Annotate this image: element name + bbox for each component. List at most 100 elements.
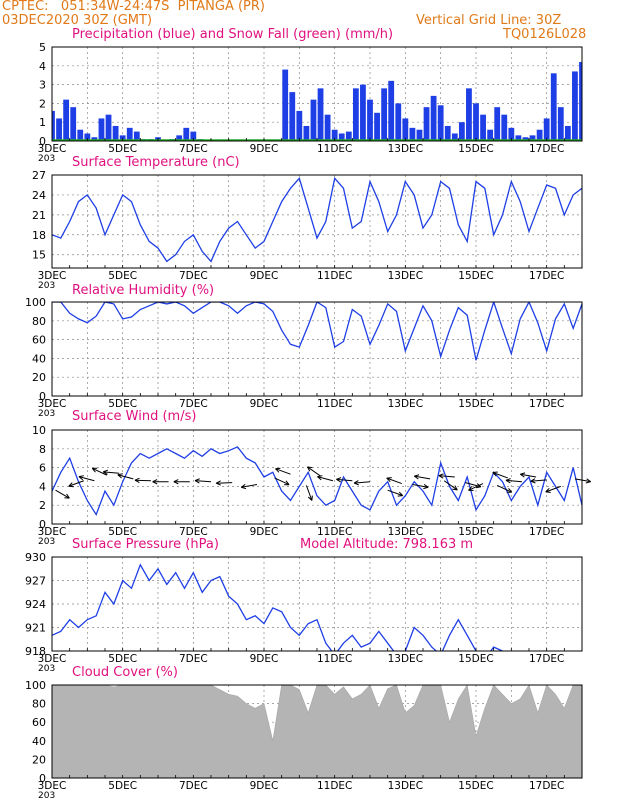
temperature-xtick-label: 11DEC <box>317 270 352 282</box>
wind-xtick-label: 5DEC <box>108 526 137 538</box>
precip-bar <box>310 99 317 141</box>
humidity-ytick-label: 100 <box>25 296 46 309</box>
wind-xtick-label: 13DEC <box>388 526 423 538</box>
precip-bar <box>345 131 352 141</box>
pressure-xtick-label: 5DEC <box>108 653 137 665</box>
wind-vector-shaft <box>305 485 313 501</box>
wind-vector-shaft <box>274 477 290 486</box>
wind-vector-shaft <box>195 480 212 483</box>
wind-vector-arrowhead <box>152 479 158 485</box>
model-altitude: Model Altitude: 798.163 m <box>300 537 474 552</box>
precip-panel: 0 1 2 3 4 5 3DEC 5DEC 7DEC 9DEC 11DEC 13DEC 15DEC 17D… <box>38 41 583 164</box>
wind-vector-shaft <box>134 479 151 482</box>
wind-vector-shaft <box>468 483 484 491</box>
wind-vector-shaft <box>496 485 512 493</box>
temperature-ytick-label: 18 <box>32 229 46 242</box>
pressure-year-fragment: 203 <box>38 664 55 674</box>
temperature-year-fragment: 203 <box>38 281 55 291</box>
temperature-xtick-label: 17DEC <box>529 270 564 282</box>
precip-bar <box>416 129 423 141</box>
precip-bar <box>289 92 296 141</box>
temperature-ytick-label: 21 <box>32 209 46 222</box>
humidity-ytick-label: 0 <box>39 390 46 403</box>
wind-vector-arrowhead <box>78 475 84 481</box>
precip-bar <box>579 62 582 141</box>
wind-vector-shaft <box>354 481 371 484</box>
precip-ytick-label: 5 <box>39 41 46 54</box>
wind-frame <box>51 429 583 525</box>
precip-bar <box>331 129 338 141</box>
wind-vector-shaft <box>275 468 291 475</box>
wind-vector-arrowhead <box>414 474 420 480</box>
precip-bar <box>572 71 578 141</box>
wind-panel: 0 2 4 6 8 10 3DEC 5DEC 7DEC 9DEC 11DEC 13DEC 15DEC 17… <box>32 424 591 547</box>
cloud-xtick-label: 5DEC <box>108 780 137 792</box>
humidity-title: Relative Humidity (%) <box>72 283 215 298</box>
cloud-ytick-label: 60 <box>32 716 46 729</box>
humidity-xtick-label: 11DEC <box>317 398 352 410</box>
humidity-xtick-label: 3DEC <box>38 398 67 410</box>
precip-xtick-label: 9DEC <box>250 143 279 155</box>
wind-vector-arrowhead <box>353 480 359 486</box>
wind-vector-arrowhead <box>117 473 123 479</box>
cloud-ytick-label: 20 <box>32 753 46 766</box>
wind-vector-arrowhead <box>585 478 591 484</box>
precip-ytick-label: 3 <box>39 79 46 92</box>
wind-vector-arrowhead <box>194 478 200 484</box>
temperature-frame <box>51 174 583 269</box>
wind-xtick-label: 15DEC <box>458 526 493 538</box>
run-date: 03DEC2020 30Z (GMT) <box>2 13 153 28</box>
wind-ytick-label: 0 <box>39 518 46 531</box>
wind-vector-shaft <box>68 480 84 487</box>
wind-vector-arrowhead <box>397 491 404 497</box>
wind-vector-shaft <box>505 479 522 483</box>
humidity-panel: 0 20 40 60 80 100 3DEC 5DEC 7DEC 9DEC 11DEC 13DEC 15… <box>25 296 583 419</box>
humidity-xtick-label: 7DEC <box>179 398 208 410</box>
temperature-title: Surface Temperature (nC) <box>72 155 240 170</box>
wind-vector-arrowhead <box>317 475 323 481</box>
pressure-xtick-label: 3DEC <box>38 653 67 665</box>
temperature-xtick-label: 15DEC <box>458 270 493 282</box>
precip-bar <box>487 129 494 141</box>
cloud-xtick-label: 7DEC <box>179 780 208 792</box>
precip-bar <box>494 107 501 141</box>
wind-vector-shaft <box>530 479 547 482</box>
wind-vector-shaft <box>412 484 429 488</box>
precip-bar <box>550 73 557 141</box>
wind-vector-arrowhead <box>520 472 526 478</box>
precip-bar <box>360 84 366 141</box>
grid-line-note: Vertical Grid Line: 30Z <box>416 13 562 28</box>
precip-bar <box>176 135 183 141</box>
precip-bar <box>437 105 444 141</box>
wind-xtick-label: 17DEC <box>529 526 564 538</box>
precip-bar <box>536 129 543 141</box>
wind-xtick-label: 11DEC <box>317 526 352 538</box>
wind-vector-arrowhead <box>386 477 392 483</box>
pressure-series-line <box>52 563 531 651</box>
cloud-ytick-label: 80 <box>32 698 46 711</box>
wind-vector-arrowhead <box>102 469 109 475</box>
wind-title: Surface Wind (m/s) <box>72 409 197 424</box>
precip-bar <box>303 125 310 141</box>
pressure-xtick-label: 13DEC <box>388 653 423 665</box>
precip-bar <box>84 133 91 141</box>
temperature-xtick-label: 9DEC <box>250 270 279 282</box>
wind-vector-arrowhead <box>438 473 444 479</box>
precip-bar <box>98 118 105 141</box>
precip-bar <box>338 133 345 141</box>
cloud-xtick-label: 11DEC <box>317 780 352 792</box>
temperature-series-line <box>52 176 582 263</box>
precip-xtick-label: 17DEC <box>529 143 564 155</box>
precip-bar <box>133 131 140 141</box>
humidity-ytick-label: 60 <box>32 334 46 347</box>
cloud-xtick-label: 17DEC <box>529 780 564 792</box>
precip-bar <box>126 127 133 141</box>
pressure-xtick-label: 9DEC <box>250 653 279 665</box>
wind-vector-arrowhead <box>423 483 429 490</box>
precip-xtick-label: 5DEC <box>108 143 137 155</box>
wind-vector-shaft <box>216 482 233 484</box>
pressure-title: Surface Pressure (hPa) <box>72 537 219 552</box>
precip-bar <box>190 131 197 141</box>
precip-bar <box>395 103 402 141</box>
precip-bar <box>423 107 430 141</box>
